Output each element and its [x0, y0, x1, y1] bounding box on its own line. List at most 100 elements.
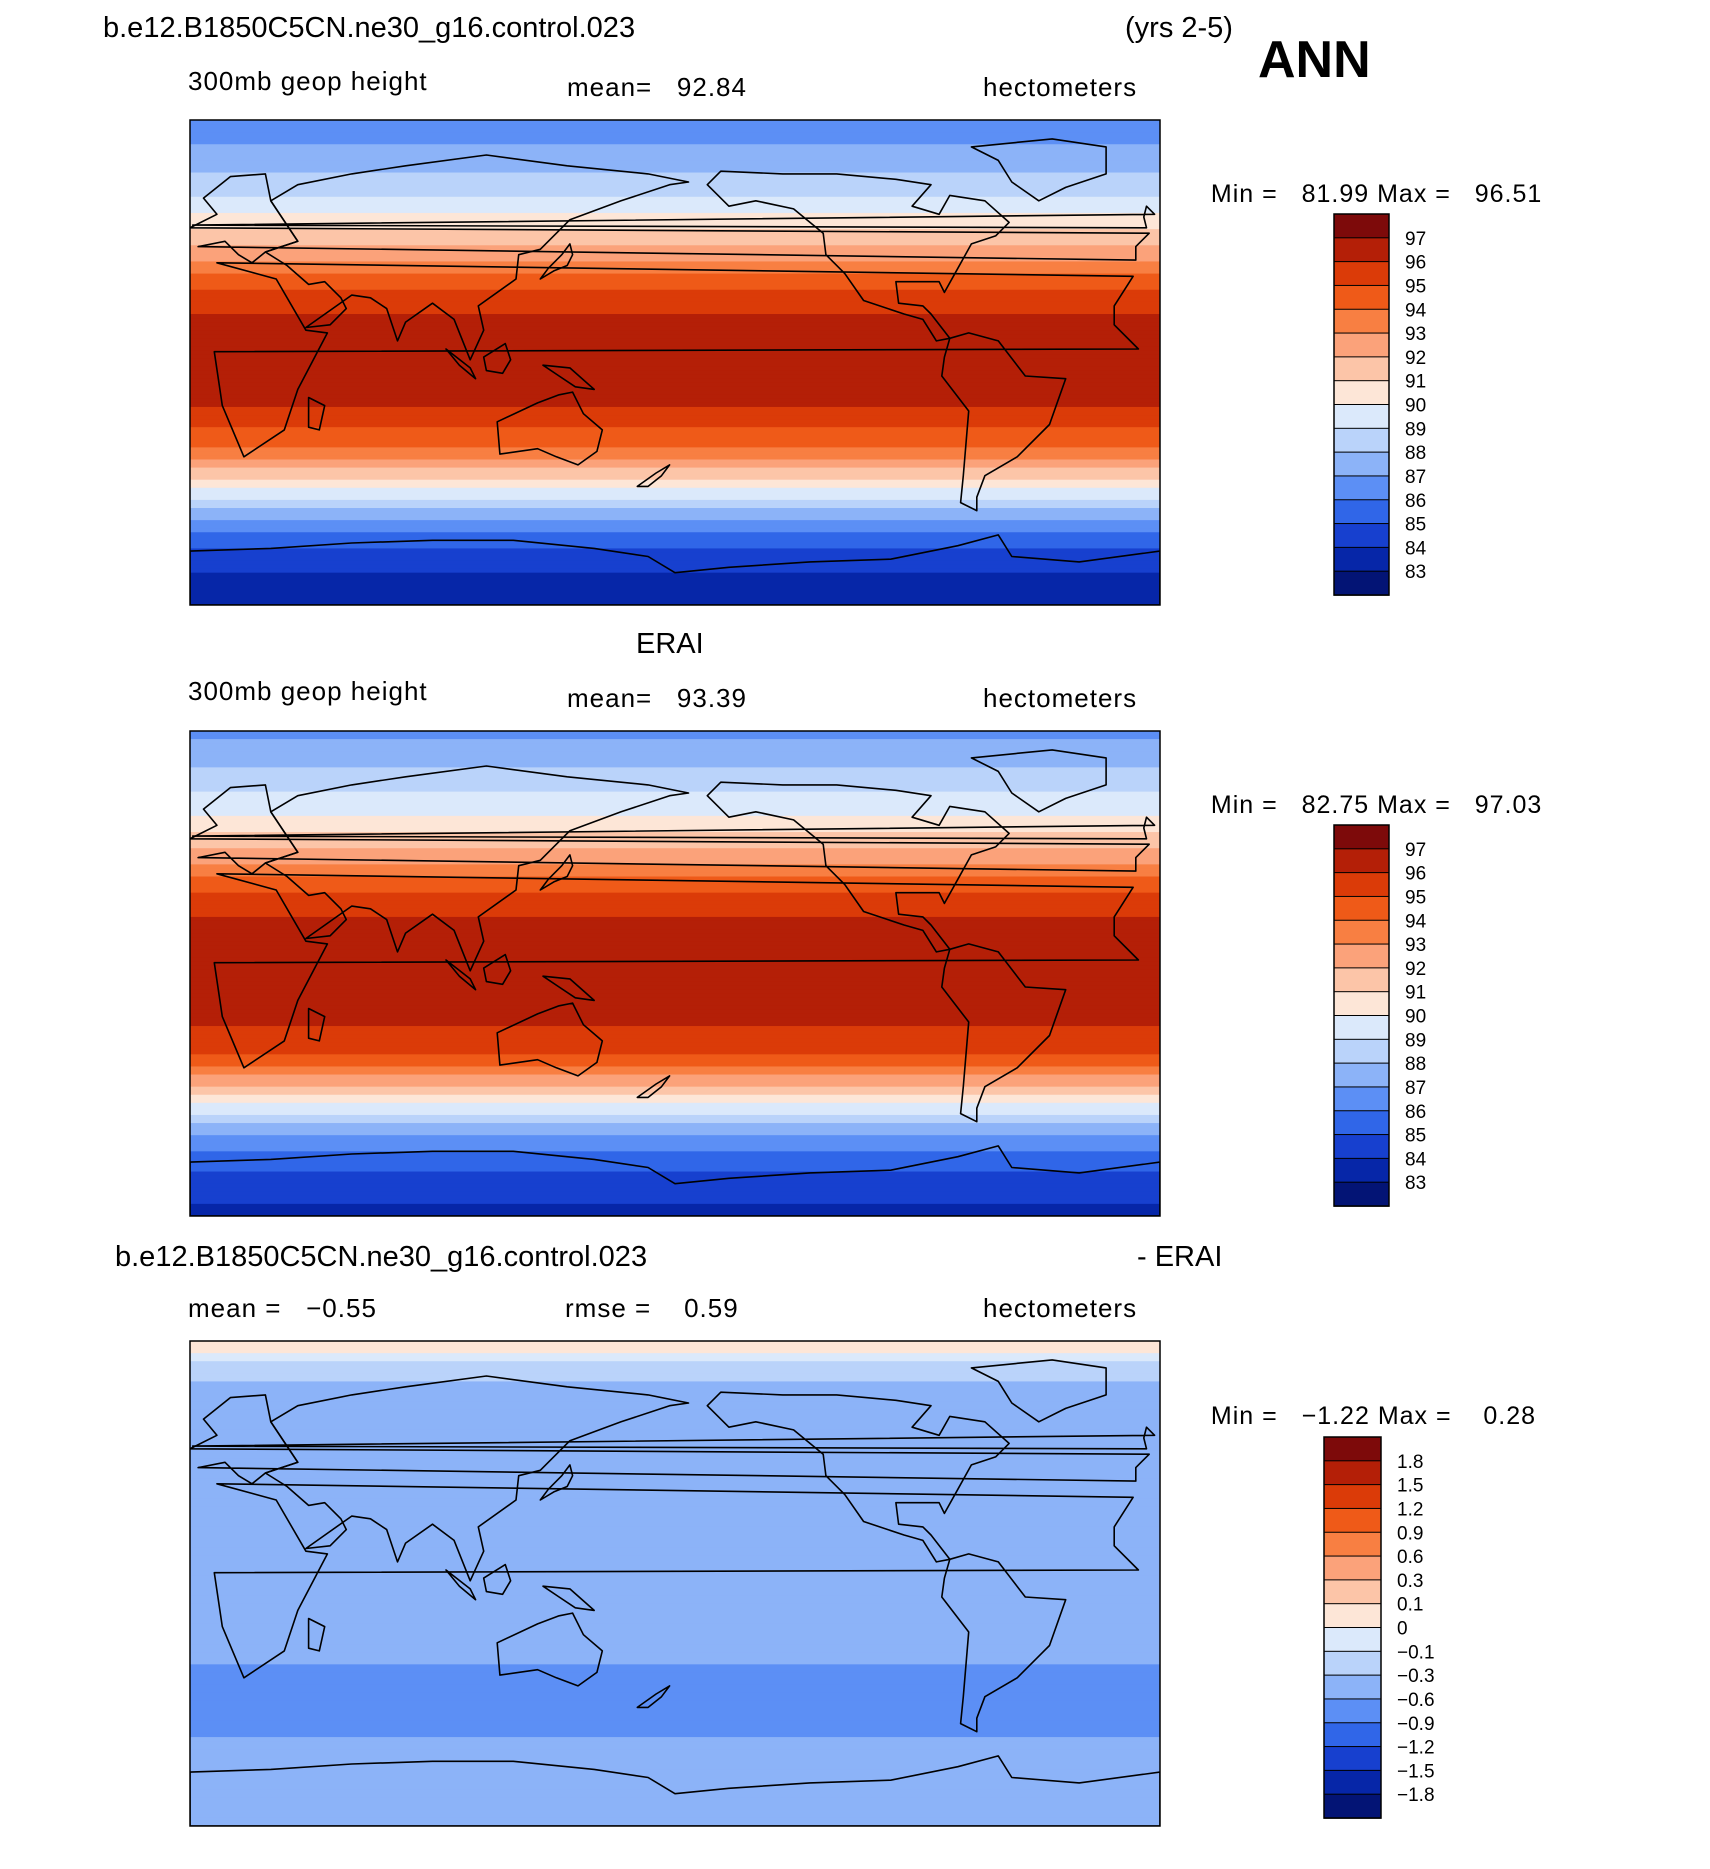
coastline-japan: [539, 243, 574, 280]
contour-band: [190, 1458, 1160, 1463]
contour-band: [190, 1563, 1160, 1568]
contour-band: [190, 479, 1160, 485]
contour-band: [190, 840, 1160, 845]
contour-band: [190, 411, 1160, 416]
colorbar-tick-label: −0.3: [1397, 1666, 1435, 1687]
contour-band: [190, 221, 1160, 226]
contour-band: [190, 540, 1160, 545]
contour-band: [190, 779, 1160, 785]
contour-band: [190, 1603, 1160, 1609]
colorbar-tick-label: 97: [1405, 229, 1426, 250]
contour-band: [190, 301, 1160, 307]
contour-band: [190, 1163, 1160, 1169]
contour-band: [190, 132, 1160, 137]
colorbar-swatch: [1323, 1460, 1382, 1486]
contour-band: [190, 1123, 1160, 1128]
contour-band: [190, 1733, 1160, 1738]
contour-band: [190, 572, 1160, 578]
colorbar-tick-label: 96: [1405, 253, 1426, 274]
panel2-units: hectometers: [983, 683, 1138, 713]
contour-band: [190, 1660, 1160, 1665]
contour-band: [190, 1656, 1160, 1661]
contour-band: [190, 1361, 1160, 1366]
colorbar-tick-label: 94: [1405, 911, 1427, 932]
contour-band: [190, 1644, 1160, 1649]
contour-band: [190, 1490, 1160, 1496]
colorbar-swatch: [1333, 237, 1390, 263]
contour-band: [190, 140, 1160, 145]
coastline-asia: [264, 154, 690, 361]
contour-band: [190, 1446, 1160, 1451]
colorbar-swatch: [1333, 1062, 1390, 1088]
contour-band: [190, 1183, 1160, 1189]
colorbar-swatch: [1323, 1650, 1382, 1676]
contour-band: [190, 949, 1160, 954]
contour-band: [190, 1030, 1160, 1035]
contour-band: [190, 1086, 1160, 1092]
contour-band: [190, 771, 1160, 777]
contour-band: [190, 1543, 1160, 1548]
map-field-3: [190, 1341, 1160, 1826]
contour-band: [190, 257, 1160, 263]
contour-band: [190, 1652, 1160, 1657]
panel3-min-label: Min =: [1210, 1402, 1278, 1430]
contour-band: [190, 832, 1160, 837]
contour-band: [190, 1058, 1160, 1064]
contour-band: [190, 431, 1160, 436]
contour-band: [190, 184, 1160, 190]
contour-band: [190, 815, 1160, 821]
panel3-mean: mean = −0.55: [188, 1293, 377, 1323]
colorbar-tick-label: 90: [1405, 1007, 1426, 1028]
contour-band: [190, 1401, 1160, 1407]
colorbar-tick-label: 92: [1405, 348, 1426, 369]
contour-band: [190, 544, 1160, 550]
contour-band: [190, 120, 1160, 125]
coastline-nz: [636, 1685, 671, 1709]
contour-band: [190, 900, 1160, 906]
contour-band: [190, 811, 1160, 817]
colorbar-tick-label: 95: [1405, 276, 1426, 297]
contour-band: [190, 1098, 1160, 1104]
contour-band: [190, 330, 1160, 335]
contour-band: [190, 144, 1160, 149]
contour-band: [190, 1664, 1160, 1669]
colorbar-frame: [1333, 824, 1390, 1207]
contour-band: [190, 285, 1160, 291]
coastline-madagascar: [307, 1617, 326, 1652]
contour-band: [190, 168, 1160, 174]
contour-band: [190, 1676, 1160, 1682]
contour-band: [190, 1131, 1160, 1136]
coastline-japan: [539, 1464, 574, 1501]
coastline-newguinea: [542, 364, 596, 391]
coastline-sumatra: [445, 959, 477, 991]
panel1-max-label: Max =: [1377, 180, 1451, 208]
colorbar-swatch: [1333, 967, 1390, 993]
contour-band: [190, 520, 1160, 525]
colorbar-swatch: [1333, 824, 1390, 850]
contour-band: [190, 536, 1160, 541]
contour-band: [190, 423, 1160, 428]
contour-band: [190, 1022, 1160, 1027]
contour-band: [190, 309, 1160, 315]
contour-band: [190, 592, 1160, 598]
contour-band: [190, 1110, 1160, 1116]
contour-band: [190, 172, 1160, 178]
map-field-1: [190, 120, 1160, 605]
contour-band: [190, 888, 1160, 894]
contour-band: [190, 435, 1160, 440]
contour-band: [190, 475, 1160, 481]
contour-band: [190, 1155, 1160, 1161]
colorbar-swatch: [1333, 404, 1390, 430]
contour-band: [190, 487, 1160, 493]
colorbar-tick-label: −0.9: [1397, 1714, 1435, 1735]
colorbar-tick-label: 86: [1405, 491, 1426, 512]
colorbar-tick-label: 1.2: [1397, 1499, 1423, 1520]
contour-band: [190, 596, 1160, 602]
contour-band: [190, 354, 1160, 360]
contour-band: [190, 1135, 1160, 1140]
coastline-madagascar: [307, 396, 326, 431]
contour-band: [190, 1769, 1160, 1775]
contour-band: [190, 463, 1160, 469]
contour-band: [190, 1535, 1160, 1540]
